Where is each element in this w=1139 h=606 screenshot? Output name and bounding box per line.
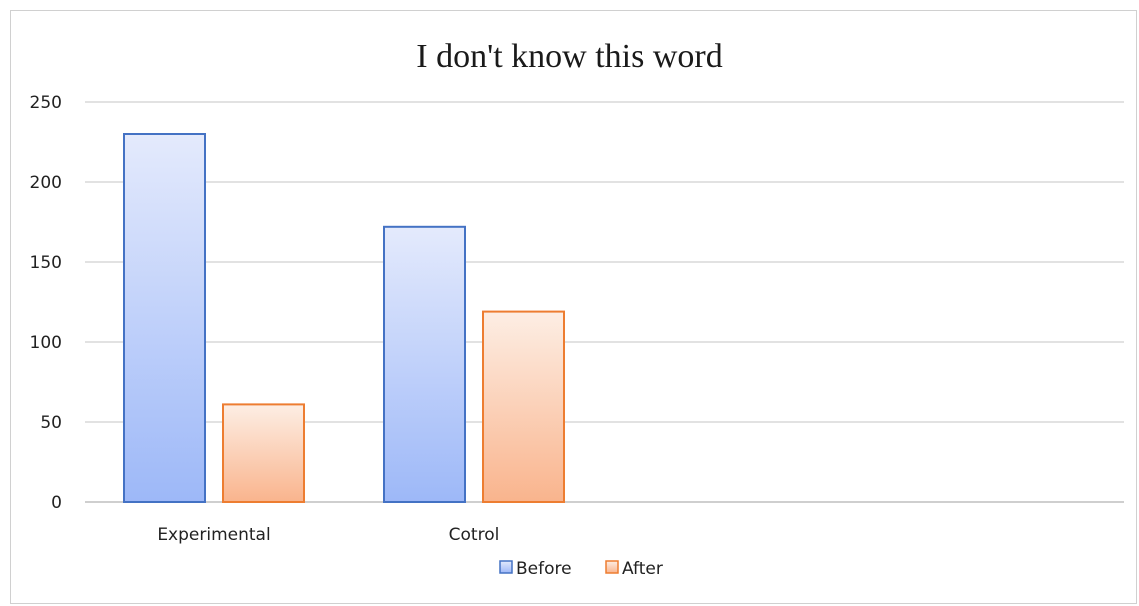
bar-before-experimental xyxy=(123,133,206,503)
y-tick-label: 100 xyxy=(30,333,62,353)
y-tick-label: 50 xyxy=(40,413,62,433)
y-tick-label: 150 xyxy=(30,253,62,273)
bar-after-cotrol xyxy=(482,310,565,503)
bar-after-experimental xyxy=(222,403,305,503)
legend-swatch-after xyxy=(605,560,619,574)
legend: Before After xyxy=(499,559,663,579)
y-tick-label: 200 xyxy=(30,173,62,193)
x-tick-label: Cotrol xyxy=(449,525,500,545)
x-axis-ticks: Experimental Cotrol xyxy=(157,525,499,545)
legend-label-before: Before xyxy=(516,559,572,579)
bar-before-cotrol xyxy=(383,225,466,504)
bars xyxy=(123,133,565,504)
chart-title: I don't know this word xyxy=(416,38,723,75)
y-tick-label: 0 xyxy=(51,493,62,513)
legend-label-after: After xyxy=(622,559,663,579)
y-axis-ticks: 0 50 100 150 200 250 xyxy=(30,93,62,513)
legend-swatch-before xyxy=(499,560,513,574)
y-tick-label: 250 xyxy=(30,93,62,113)
x-tick-label: Experimental xyxy=(157,525,270,545)
